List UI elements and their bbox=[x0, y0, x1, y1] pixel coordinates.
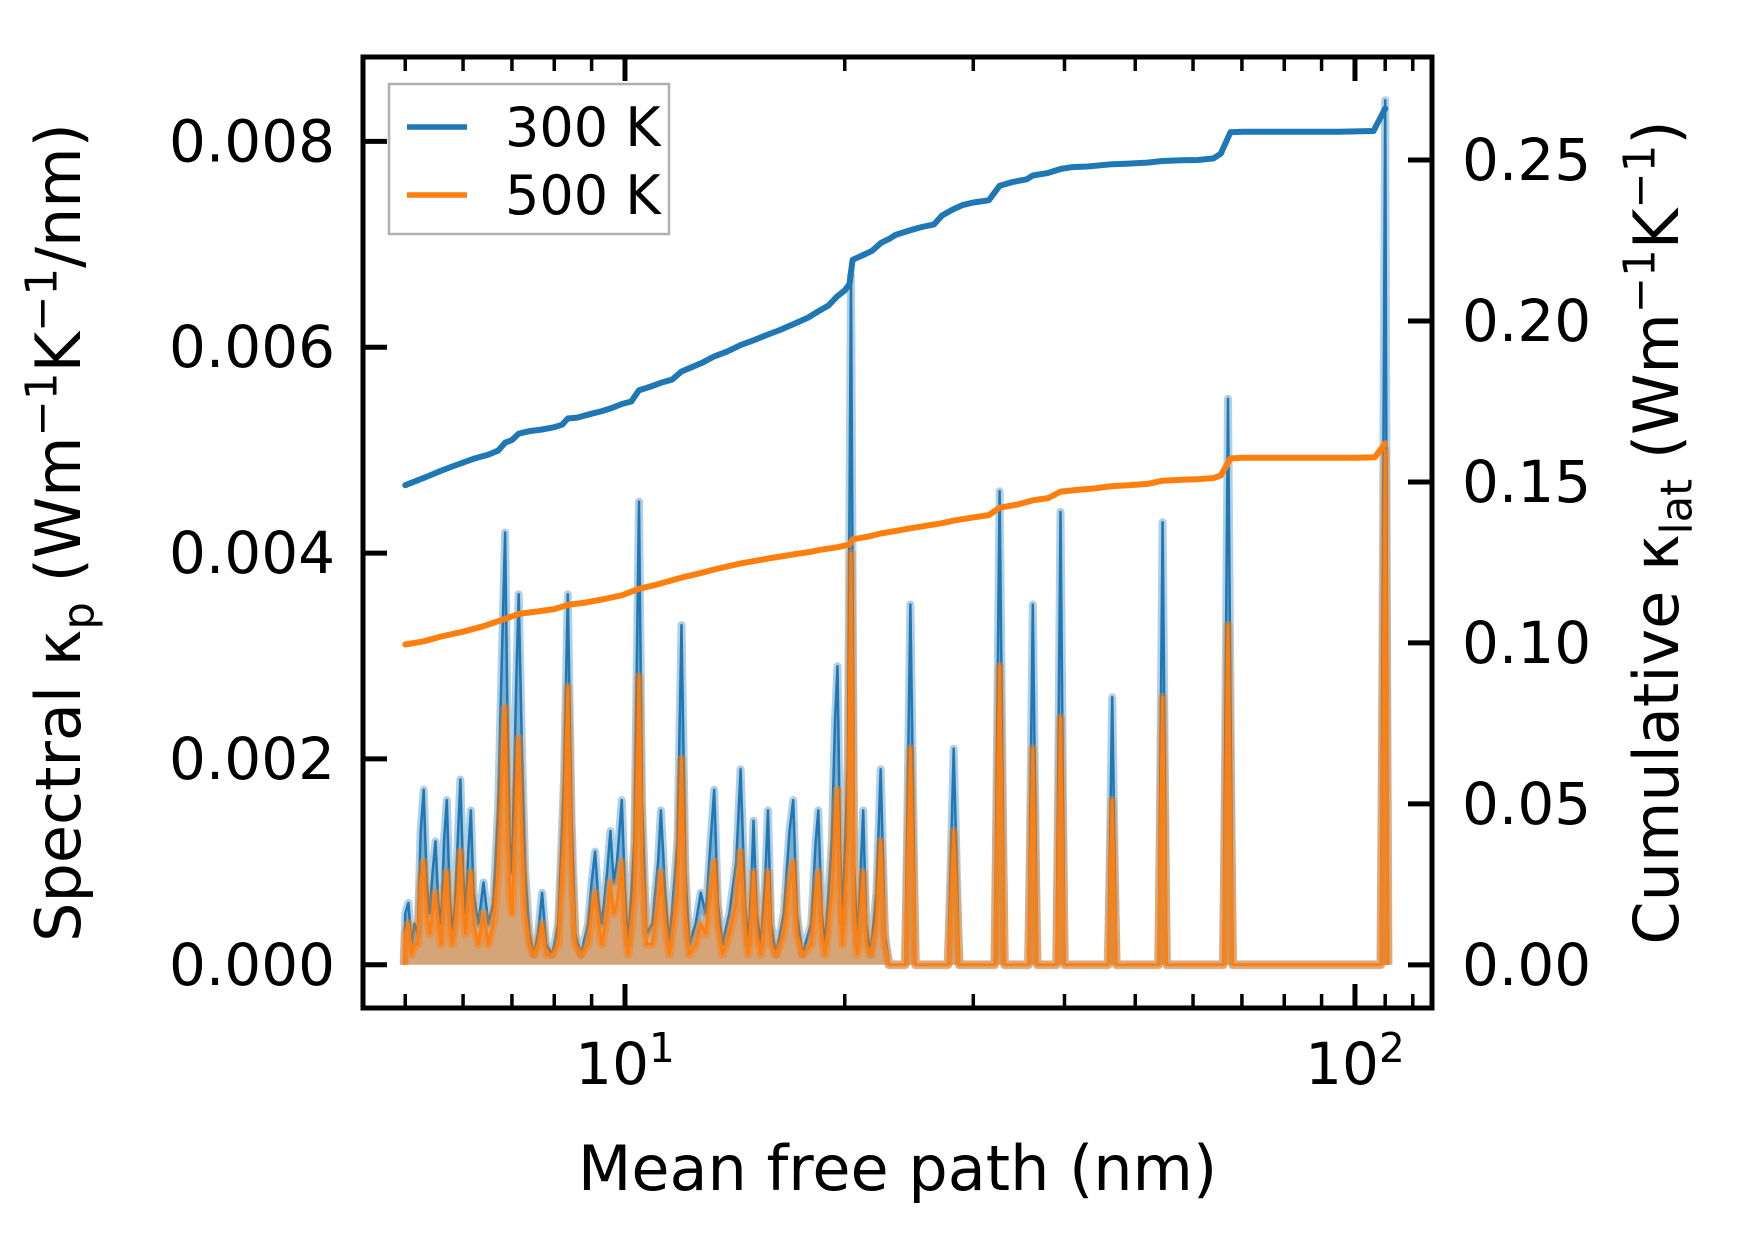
x-axis-label: Mean free path (nm) bbox=[578, 1132, 1217, 1205]
y-right-tick-label: 0.20 bbox=[1462, 287, 1591, 355]
y-left-tick-label: 0.004 bbox=[169, 519, 335, 587]
y-left-axis-label: Spectral κp (Wm−1K−1/nm) bbox=[17, 123, 104, 942]
y-right-tick-label: 0.25 bbox=[1462, 126, 1591, 194]
plot-data bbox=[399, 96, 1393, 970]
y-left-tick-label: 0.002 bbox=[169, 725, 335, 793]
cumulative-300k-line bbox=[402, 105, 1389, 489]
y-right-tick-label: 0.00 bbox=[1462, 931, 1591, 999]
y-left-tick-label: 0.006 bbox=[169, 313, 335, 381]
y-left-tick-label: 0.000 bbox=[169, 931, 335, 999]
y-left-tick-label: 0.008 bbox=[169, 107, 335, 175]
x-tick-label: 101 bbox=[575, 1024, 675, 1098]
y-right-axis-label: Cumulative κlat (Wm−1K−1) bbox=[1615, 120, 1702, 944]
spectral-500k-fill bbox=[404, 450, 1389, 965]
y-right-tick-label: 0.15 bbox=[1462, 448, 1591, 516]
legend-box bbox=[387, 82, 671, 236]
cumulative-500k-line bbox=[402, 440, 1389, 648]
legend bbox=[387, 82, 671, 236]
legend-label-300k: 300 K bbox=[505, 96, 662, 159]
y-right-tick-label: 0.05 bbox=[1462, 770, 1591, 838]
y-right-tick-label: 0.10 bbox=[1462, 609, 1591, 677]
legend-label-500k: 500 K bbox=[505, 164, 662, 227]
spectral-500k-line bbox=[402, 448, 1390, 967]
x-tick-label: 102 bbox=[1305, 1024, 1405, 1098]
axes-frame bbox=[360, 54, 1435, 1011]
